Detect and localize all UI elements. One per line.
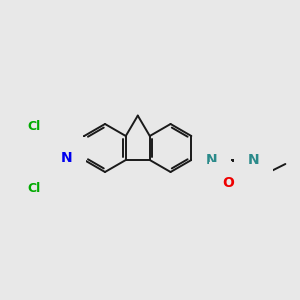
Text: Cl: Cl bbox=[28, 182, 41, 194]
Text: N: N bbox=[206, 153, 217, 167]
Text: H: H bbox=[253, 147, 260, 157]
Text: O: O bbox=[222, 176, 234, 190]
Text: N: N bbox=[60, 151, 72, 165]
Text: H: H bbox=[211, 147, 218, 157]
Text: Cl: Cl bbox=[28, 119, 41, 133]
Text: N: N bbox=[248, 153, 259, 167]
